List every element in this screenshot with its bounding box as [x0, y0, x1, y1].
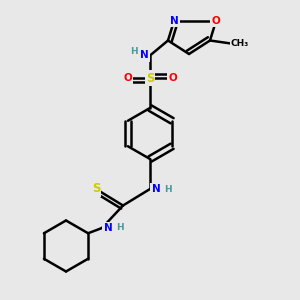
Text: S: S [92, 182, 100, 196]
Text: N: N [152, 184, 160, 194]
Text: S: S [146, 71, 154, 85]
Text: N: N [169, 16, 178, 26]
Text: H: H [116, 224, 124, 232]
Text: O: O [123, 73, 132, 83]
Text: H: H [130, 47, 137, 56]
Text: O: O [168, 73, 177, 83]
Text: N: N [140, 50, 149, 61]
Text: N: N [103, 223, 112, 233]
Text: H: H [164, 184, 172, 194]
Text: CH₃: CH₃ [231, 39, 249, 48]
Text: O: O [212, 16, 220, 26]
